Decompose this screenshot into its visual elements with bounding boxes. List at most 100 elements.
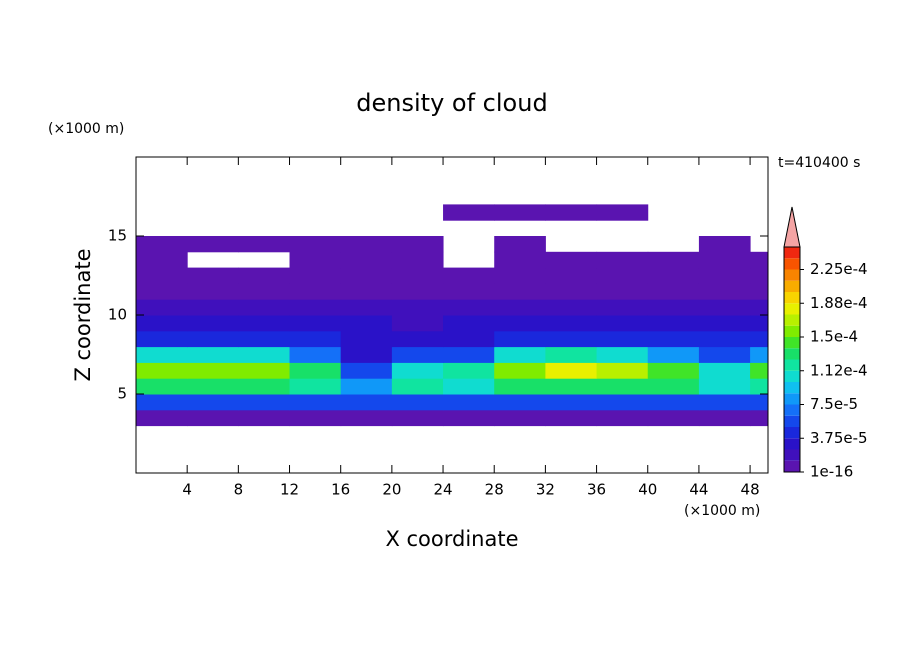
colorbar-band [784, 449, 800, 461]
contour-cell [289, 236, 342, 253]
contour-cell [187, 267, 239, 284]
contour-cell [238, 409, 291, 427]
contour-cell [647, 346, 700, 363]
colorbar-band [784, 404, 800, 416]
contour-cell [494, 378, 546, 395]
contour-cell [238, 346, 291, 363]
contour-cell [596, 251, 649, 269]
contour-cell [698, 409, 751, 427]
contour-cell [238, 362, 291, 379]
contour-cell [136, 362, 188, 379]
contour-cell [238, 315, 291, 332]
colorbar-band [784, 258, 800, 270]
contour-cell [340, 251, 393, 269]
contour-cell [289, 315, 342, 332]
contour-cell [136, 251, 188, 269]
contour-cell [187, 409, 239, 427]
contour-cell [698, 283, 751, 300]
contour-cell [698, 236, 751, 253]
contour-cell [545, 409, 598, 427]
contour-field [136, 204, 768, 427]
contour-cell [391, 409, 444, 427]
contour-cell [596, 283, 649, 300]
contour-cell [289, 299, 342, 316]
colorbar-tick-label: 1.88e-4 [810, 294, 868, 312]
contour-cell [750, 394, 768, 411]
x-tick-label: 28 [485, 481, 504, 499]
contour-cell [750, 299, 768, 316]
x-tick-label: 8 [234, 481, 244, 499]
contour-cell [289, 346, 342, 363]
contour-cell [238, 267, 291, 284]
contour-cell [494, 283, 546, 300]
x-tick-label: 4 [182, 481, 192, 499]
contour-cell [494, 315, 546, 332]
contour-cell [443, 204, 495, 221]
colorbar-tick-label: 1.12e-4 [810, 361, 868, 379]
contour-cell [136, 299, 188, 316]
contour-cell [545, 346, 598, 363]
colorbar-extend [783, 206, 801, 248]
contour-cell [391, 315, 444, 332]
colorbar-band [784, 359, 800, 371]
contour-cell [340, 362, 393, 379]
contour-cell [647, 283, 700, 300]
contour-cell [698, 346, 751, 363]
contour-cell [647, 394, 700, 411]
contour-cell [289, 378, 342, 395]
contour-cell [545, 315, 598, 332]
contour-cell [136, 315, 188, 332]
contour-cell [596, 362, 649, 379]
contour-cell [596, 378, 649, 395]
contour-cell [238, 330, 291, 348]
contour-cell [443, 330, 495, 348]
contour-cell [391, 299, 444, 316]
contour-cell [136, 283, 188, 300]
x-tick-label: 20 [382, 481, 401, 499]
colorbar-band [784, 247, 800, 259]
x-axis-title: X coordinate [385, 527, 518, 551]
contour-cell [494, 394, 546, 411]
contour-cell [647, 362, 700, 379]
contour-cell [238, 299, 291, 316]
contour-cell [750, 251, 768, 269]
x-tick-label: 44 [689, 481, 708, 499]
contour-cell [187, 330, 239, 348]
colorbar-band [784, 269, 800, 281]
contour-cell [340, 267, 393, 284]
contour-cell [187, 394, 239, 411]
contour-cell [596, 394, 649, 411]
contour-cell [391, 362, 444, 379]
contour-cell [136, 346, 188, 363]
contour-cell [289, 283, 342, 300]
contour-cell [443, 283, 495, 300]
chart-title: density of cloud [356, 89, 547, 117]
contour-cell [391, 378, 444, 395]
contour-cell [750, 283, 768, 300]
x-tick-label: 12 [280, 481, 299, 499]
contour-cell [289, 362, 342, 379]
colorbar-band [784, 314, 800, 326]
contour-cell [340, 378, 393, 395]
contour-cell [340, 346, 393, 363]
colorbar-tick-label: 1e-16 [810, 463, 853, 481]
contour-cell [187, 378, 239, 395]
contour-cell [545, 204, 598, 221]
contour-cell [494, 299, 546, 316]
contour-cell [494, 236, 546, 253]
contour-cell [698, 315, 751, 332]
contour-cell [391, 236, 444, 253]
colorbar-band [784, 303, 800, 315]
y-tick-label: 10 [108, 306, 127, 324]
contour-cell [545, 394, 598, 411]
colorbar-band [784, 393, 800, 405]
contour-cell [136, 236, 188, 253]
contour-cell [289, 394, 342, 411]
contour-cell [187, 362, 239, 379]
colorbar-band [784, 382, 800, 394]
contour-cell [391, 394, 444, 411]
x-unit: (×1000 m) [684, 503, 760, 519]
contour-cell [647, 409, 700, 427]
x-tick-label: 36 [587, 481, 606, 499]
colorbar-band [784, 348, 800, 360]
